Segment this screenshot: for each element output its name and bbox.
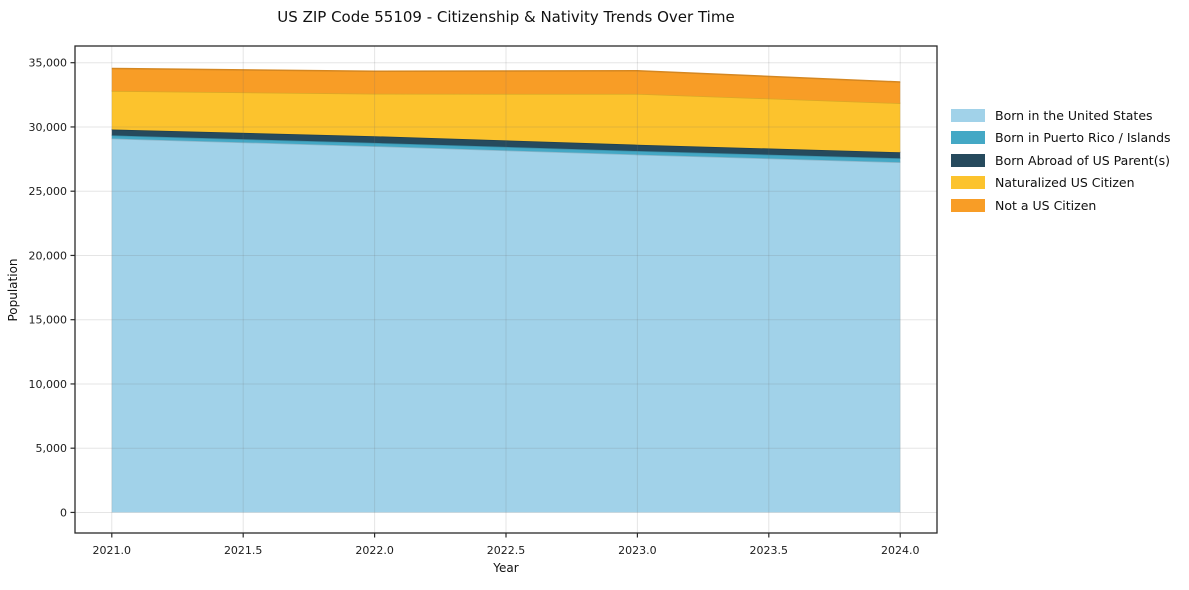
legend-item: Naturalized US Citizen	[951, 172, 1171, 195]
y-tick-label: 5,000	[36, 442, 68, 455]
x-tick-label: 2024.0	[881, 544, 920, 557]
area-top-edge-4	[111, 67, 901, 83]
legend: Born in the United States Born in Puerto …	[951, 104, 1171, 217]
legend-swatch	[951, 198, 985, 212]
y-tick-label: 35,000	[29, 57, 68, 70]
area-series-3	[111, 91, 901, 153]
area-series-4	[111, 68, 901, 104]
y-tick-label: 10,000	[29, 378, 68, 391]
area-series-0	[111, 138, 901, 513]
legend-item: Born in the United States	[951, 104, 1171, 127]
legend-swatch	[951, 108, 985, 122]
legend-label: Born in the United States	[995, 107, 1153, 123]
area-series-2	[111, 129, 901, 159]
x-tick-label: 2021.5	[224, 544, 263, 557]
y-tick-label: 15,000	[29, 314, 68, 327]
legend-label: Born Abroad of US Parent(s)	[995, 152, 1170, 168]
y-tick-label: 25,000	[29, 185, 68, 198]
x-axis-label: Year	[493, 561, 519, 575]
legend-label: Not a US Citizen	[995, 197, 1097, 213]
y-axis-label: Population	[6, 258, 20, 322]
y-tick-label: 0	[60, 506, 67, 519]
y-tick-label: 20,000	[29, 249, 68, 262]
chart-title: US ZIP Code 55109 - Citizenship & Nativi…	[277, 8, 735, 26]
area-series-1	[111, 135, 901, 163]
legend-label: Born in Puerto Rico / Islands	[995, 130, 1171, 146]
x-tick-label: 2022.5	[487, 544, 526, 557]
legend-item: Born Abroad of US Parent(s)	[951, 149, 1171, 172]
legend-label: Naturalized US Citizen	[995, 175, 1135, 191]
legend-swatch	[951, 131, 985, 145]
x-tick-label: 2023.0	[618, 544, 657, 557]
x-tick-label: 2023.5	[750, 544, 789, 557]
legend-swatch	[951, 176, 985, 190]
legend-item: Not a US Citizen	[951, 194, 1171, 217]
x-tick-label: 2022.0	[355, 544, 394, 557]
x-tick-label: 2021.0	[93, 544, 132, 557]
legend-swatch	[951, 153, 985, 167]
y-tick-label: 30,000	[29, 121, 68, 134]
legend-item: Born in Puerto Rico / Islands	[951, 127, 1171, 150]
